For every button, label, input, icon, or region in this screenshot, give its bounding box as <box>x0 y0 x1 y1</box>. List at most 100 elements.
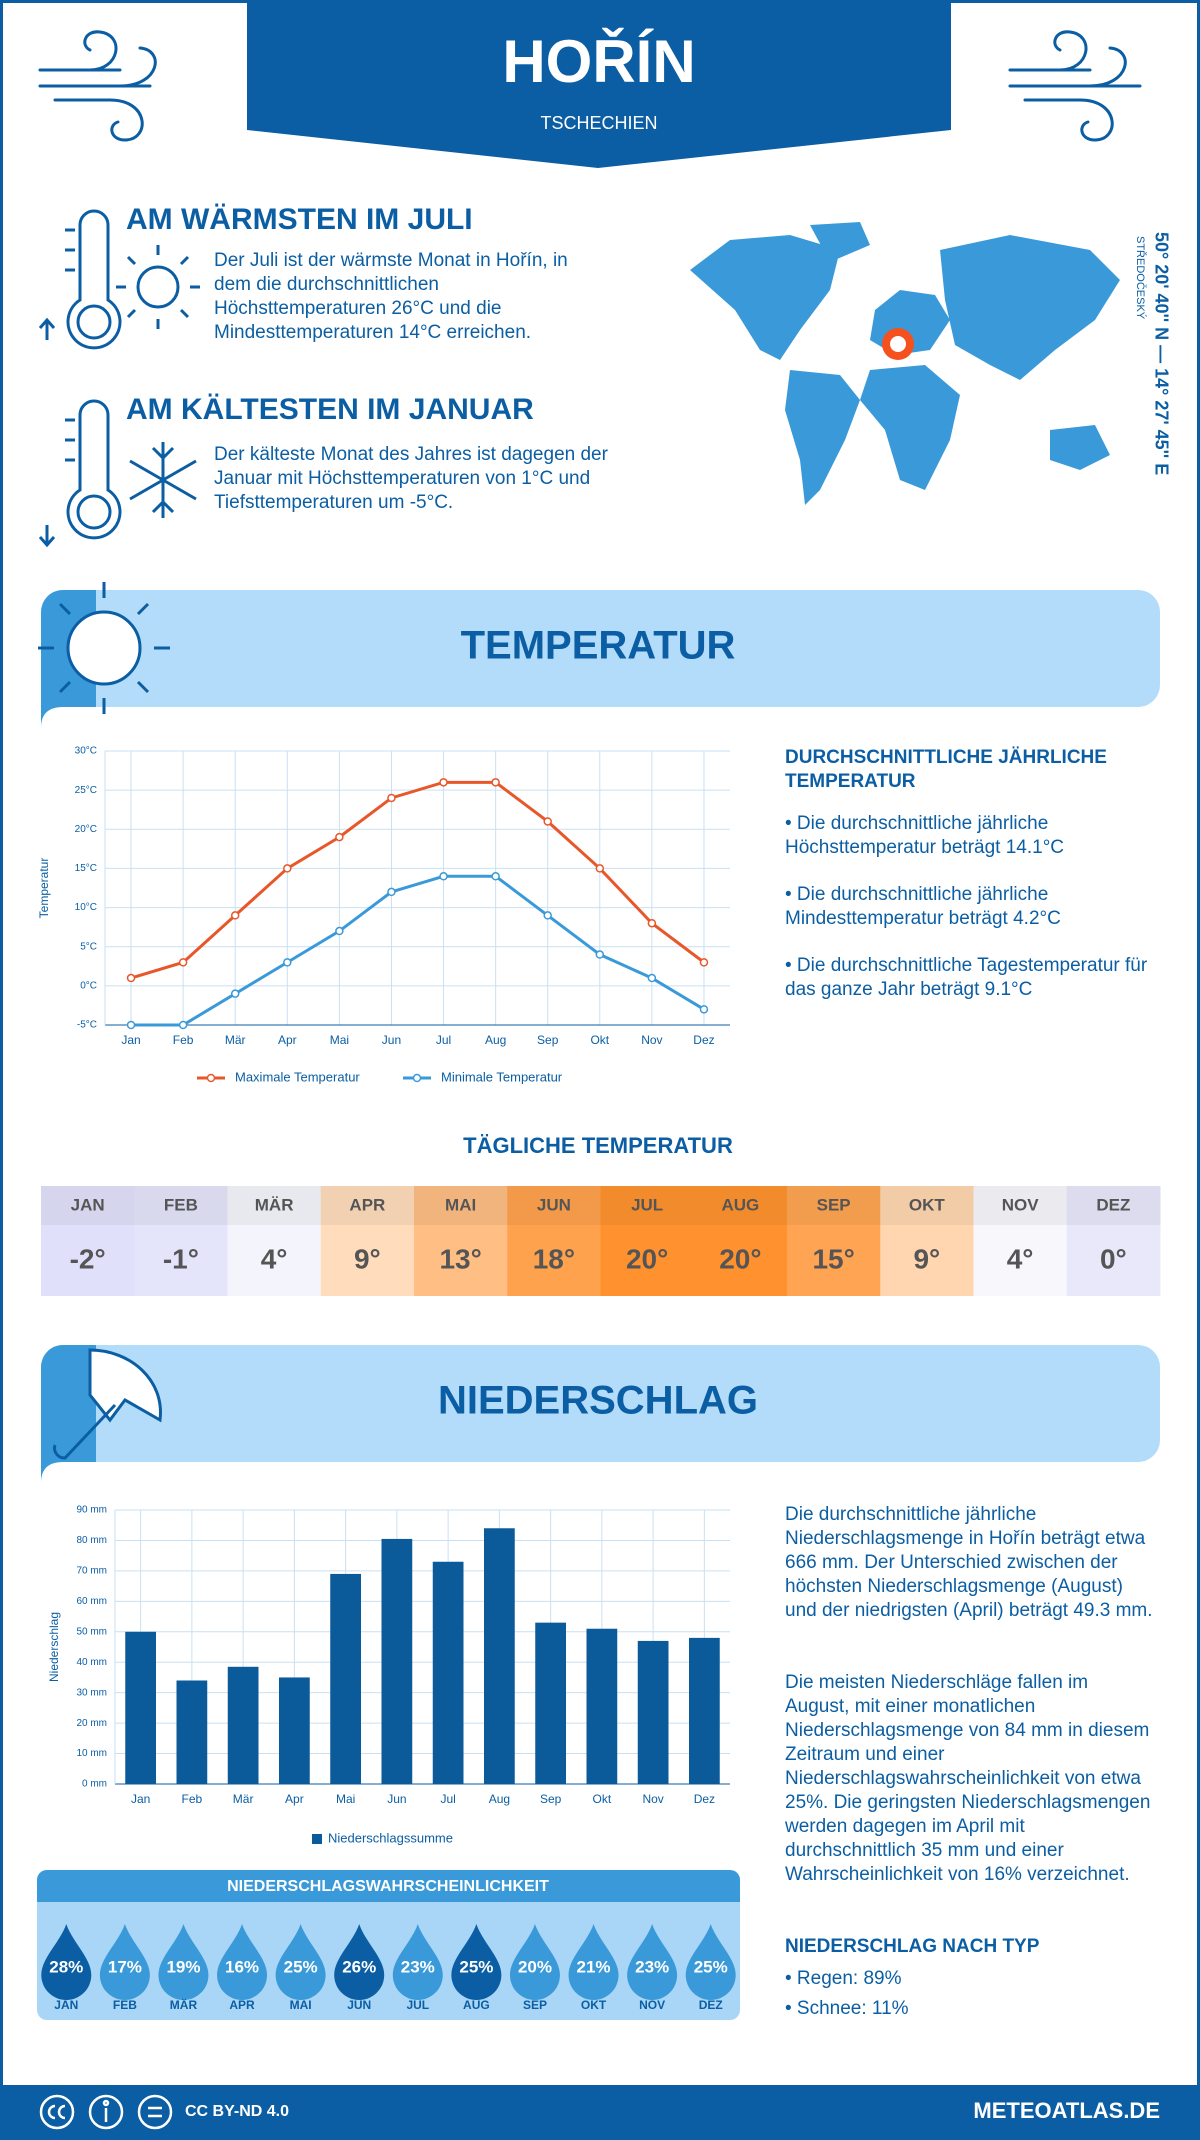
x-tick-label: Sep <box>540 1792 562 1806</box>
table-value: 15° <box>812 1243 854 1274</box>
x-tick-label: Dez <box>694 1792 715 1806</box>
summary-title: DURCHSCHNITTLICHE JÄHRLICHE TEMPERATUR <box>785 747 1107 792</box>
y-tick-label: 80 mm <box>76 1535 107 1546</box>
y-tick-label: 20 mm <box>76 1718 107 1729</box>
table-header-cell <box>787 1186 881 1225</box>
type-item: • Schnee: 11% <box>785 1998 909 2019</box>
footer-bar <box>0 2085 1200 2140</box>
x-tick-label: Jan <box>131 1792 150 1806</box>
bar <box>586 1628 618 1784</box>
legend-swatch <box>412 1073 422 1083</box>
table-month: OKT <box>909 1195 946 1214</box>
point <box>178 958 188 967</box>
y-tick-label: 5°C <box>80 941 97 952</box>
probability-value: 19% <box>166 1957 200 1976</box>
probability-month: FEB <box>113 1998 137 2012</box>
table-value: -2° <box>70 1243 106 1274</box>
table-value-cell <box>41 1225 135 1296</box>
drop <box>509 1924 560 2000</box>
x-tick-label: Mär <box>233 1792 254 1806</box>
point <box>491 872 500 881</box>
probability-month: DEZ <box>699 1998 723 2012</box>
probability-value: 26% <box>342 1957 376 1976</box>
drop <box>392 1924 443 2000</box>
probability-month: APR <box>229 1998 255 2012</box>
point <box>335 926 344 936</box>
table-header-cell <box>600 1186 695 1225</box>
type-item: • Regen: 89% <box>785 1968 902 1989</box>
bar <box>535 1622 566 1784</box>
probability-title: NIEDERSCHLAGSWAHRSCHEINLICHKEIT <box>227 1878 549 1895</box>
point <box>126 973 136 983</box>
x-tick-label: Mai <box>330 1033 349 1047</box>
highlight-text: Der kälteste Monat des Jahres ist dagege… <box>214 444 608 513</box>
probability-value: 23% <box>401 1957 435 1976</box>
y-tick-label: 10 mm <box>76 1748 107 1759</box>
bar <box>176 1680 208 1784</box>
location-marker-center <box>890 336 906 352</box>
table-value: 13° <box>439 1243 481 1274</box>
point <box>543 817 552 826</box>
probability-value: 21% <box>577 1957 611 1976</box>
table-header-cell <box>414 1186 508 1225</box>
x-tick-label: Okt <box>590 1033 609 1047</box>
table-month: DEZ <box>1096 1195 1130 1214</box>
site-name: METEOATLAS.DE <box>973 2098 1160 2123</box>
probability-month: OKT <box>581 1998 607 2012</box>
line <box>131 874 705 1027</box>
coordinates: 50° 20' 40'' N — 14° 27' 45'' E <box>1151 232 1171 475</box>
probability-month: JAN <box>54 1998 78 2012</box>
x-tick-label: Nov <box>642 1792 663 1806</box>
probability-month: MÄR <box>170 1997 198 2012</box>
x-tick-label: Jul <box>436 1033 451 1047</box>
table-header-cell <box>693 1186 788 1225</box>
table-value-cell <box>880 1225 974 1296</box>
point <box>230 989 240 998</box>
x-tick-label: Okt <box>593 1792 612 1806</box>
table-month: AUG <box>721 1195 759 1214</box>
table-value-cell <box>414 1225 508 1296</box>
point <box>595 864 605 873</box>
table-value: 0° <box>1100 1243 1127 1274</box>
point <box>178 1020 188 1030</box>
y-tick-label: 0°C <box>80 980 97 991</box>
drop <box>334 1924 385 2000</box>
legend-label: Maximale Temperatur <box>235 1069 360 1084</box>
table-value: 20° <box>719 1243 761 1274</box>
table-month: FEB <box>164 1195 198 1214</box>
table-month: MAI <box>445 1195 476 1214</box>
x-tick-label: Mär <box>225 1033 246 1047</box>
table-month: JUN <box>537 1195 571 1214</box>
table-month: NOV <box>1002 1195 1040 1214</box>
thermometer-icons <box>38 209 200 548</box>
probability-value: 25% <box>459 1957 493 1976</box>
umbrella-icon <box>53 1348 162 1460</box>
probability-month: SEP <box>523 1998 547 2012</box>
region: STŘEDOČESKÝ <box>1134 236 1147 320</box>
table-header-cell <box>507 1186 601 1225</box>
license-icons <box>39 2094 173 2130</box>
y-tick-label: 0 mm <box>82 1779 107 1790</box>
drop <box>627 1924 678 2000</box>
bar <box>484 1528 515 1784</box>
bar <box>227 1666 259 1784</box>
point <box>439 778 448 787</box>
point <box>387 887 396 897</box>
table-value: -1° <box>163 1243 199 1274</box>
point <box>647 918 657 928</box>
table-value: 9° <box>354 1243 381 1274</box>
probability-month: AUG <box>463 1998 490 2012</box>
y-tick-label: 10°C <box>75 902 97 913</box>
table-month: MÄR <box>255 1195 294 1214</box>
y-tick-label: -5°C <box>77 1020 97 1031</box>
precipitation-text: Die durchschnittliche jährliche Niedersc… <box>785 1504 1153 1621</box>
y-tick-label: 50 mm <box>76 1626 107 1637</box>
banner-tab <box>41 1345 96 1483</box>
header-banner <box>247 0 951 168</box>
point <box>491 778 500 787</box>
table-header-cell <box>973 1186 1068 1225</box>
x-tick-label: Feb <box>182 1792 203 1806</box>
y-axis-title: Temperatur <box>37 858 51 919</box>
table-value-cell <box>507 1225 601 1296</box>
